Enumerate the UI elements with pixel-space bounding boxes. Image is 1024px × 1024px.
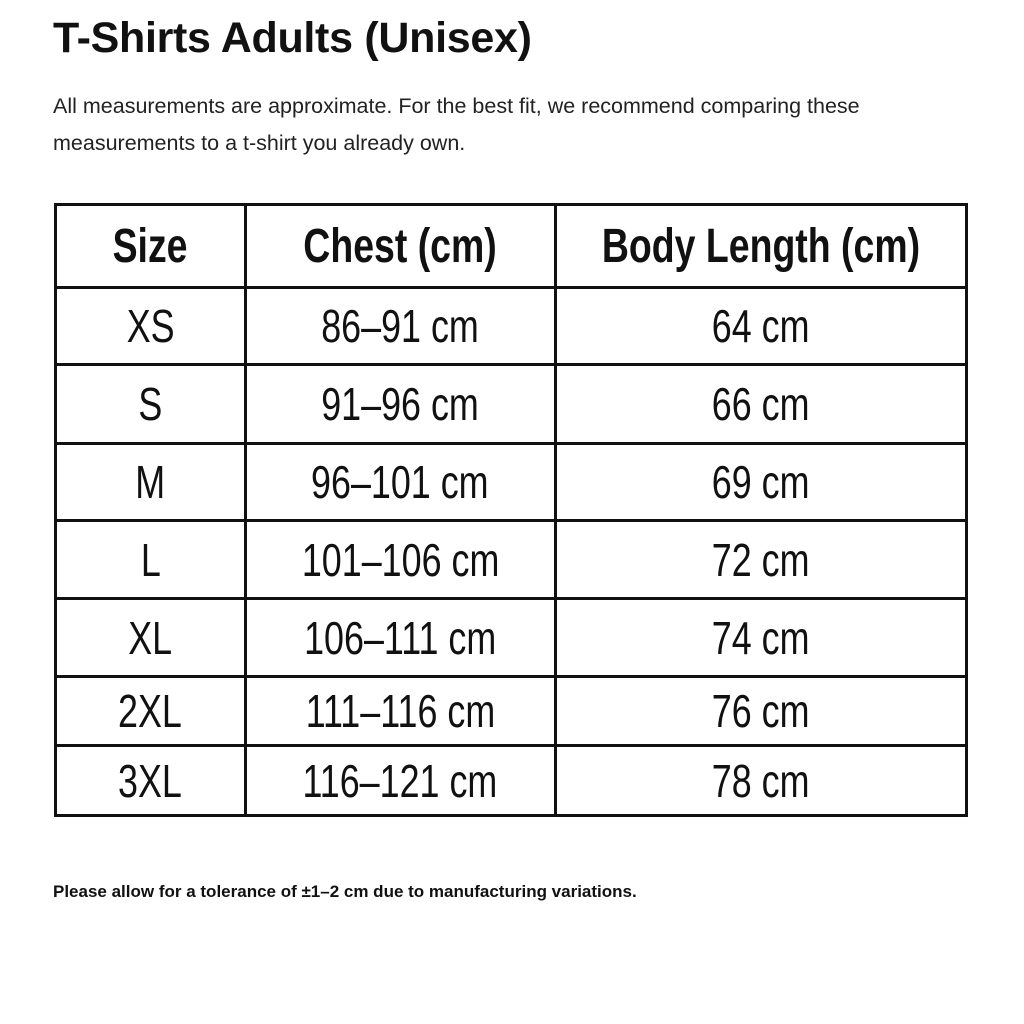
cell-size-value: S (138, 378, 163, 430)
cell-chest-value: 111–116 cm (305, 685, 496, 737)
page-title: T-Shirts Adults (Unisex) (53, 14, 532, 62)
cell-body-length-value: 72 cm (712, 533, 810, 586)
cell-body-length: 78 cm (554, 744, 968, 817)
cell-size: M (54, 442, 247, 522)
cell-chest-value: 91–96 cm (321, 378, 480, 430)
size-chart-table: Size Chest (cm) Body Length (cm) XS 86–91… (54, 203, 968, 817)
header-size: Size (54, 203, 247, 289)
cell-chest: 91–96 cm (243, 363, 558, 445)
table-row: 3XL 116–121 cm 78 cm (54, 744, 968, 817)
cell-chest: 96–101 cm (243, 442, 558, 522)
intro-text: All measurements are approximate. For th… (53, 94, 860, 155)
cell-chest: 86–91 cm (243, 286, 558, 366)
header-chest-label: Chest (cm) (303, 219, 498, 273)
cell-size: XL (54, 597, 247, 678)
cell-chest-value: 86–91 cm (321, 300, 480, 352)
cell-size: 2XL (54, 675, 247, 747)
cell-size: 3XL (54, 744, 247, 817)
cell-chest-value: 101–106 cm (301, 533, 500, 586)
tolerance-note: Please allow for a tolerance of ±1–2 cm … (53, 882, 637, 901)
cell-chest: 101–106 cm (243, 519, 558, 600)
cell-body-length-value: 69 cm (712, 456, 810, 508)
cell-body-length: 69 cm (554, 442, 968, 522)
cell-size-value: 3XL (118, 754, 183, 807)
cell-size-value: L (140, 533, 161, 586)
cell-size: L (54, 519, 247, 600)
cell-body-length: 66 cm (554, 363, 968, 445)
cell-size-value: M (135, 456, 166, 508)
header-row: Size Chest (cm) Body Length (cm) (54, 203, 968, 289)
cell-body-length-value: 66 cm (712, 378, 810, 430)
cell-chest-value: 96–101 cm (311, 456, 490, 508)
header-chest: Chest (cm) (243, 203, 558, 289)
table-row: XL 106–111 cm 74 cm (54, 597, 968, 678)
cell-size-value: 2XL (118, 685, 183, 737)
cell-body-length: 64 cm (554, 286, 968, 366)
cell-chest: 111–116 cm (243, 675, 558, 747)
cell-size: S (54, 363, 247, 445)
cell-chest: 116–121 cm (243, 744, 558, 817)
cell-body-length: 76 cm (554, 675, 968, 747)
table-row: XS 86–91 cm 64 cm (54, 286, 968, 366)
cell-chest-value: 116–121 cm (302, 754, 498, 807)
header-body-length: Body Length (cm) (554, 203, 968, 289)
cell-body-length-value: 76 cm (712, 685, 810, 737)
table-row: L 101–106 cm 72 cm (54, 519, 968, 600)
cell-size: XS (54, 286, 247, 366)
cell-size-value: XL (128, 611, 173, 664)
cell-chest: 106–111 cm (243, 597, 558, 678)
cell-body-length-value: 64 cm (712, 300, 810, 352)
cell-body-length-value: 78 cm (712, 754, 810, 807)
header-size-label: Size (112, 219, 188, 273)
cell-chest-value: 106–111 cm (304, 611, 497, 664)
table-row: 2XL 111–116 cm 76 cm (54, 675, 968, 747)
cell-body-length: 72 cm (554, 519, 968, 600)
table-row: M 96–101 cm 69 cm (54, 442, 968, 522)
cell-size-value: XS (126, 300, 175, 352)
header-body-length-label: Body Length (cm) (601, 219, 921, 273)
cell-body-length-value: 74 cm (712, 611, 810, 664)
table-row: S 91–96 cm 66 cm (54, 363, 968, 445)
cell-body-length: 74 cm (554, 597, 968, 678)
